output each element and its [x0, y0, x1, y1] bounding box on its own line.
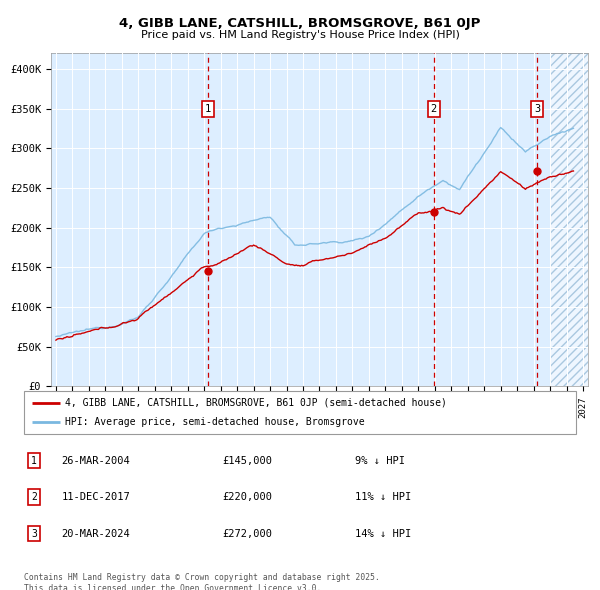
Text: £220,000: £220,000 [223, 492, 273, 502]
Text: Contains HM Land Registry data © Crown copyright and database right 2025.
This d: Contains HM Land Registry data © Crown c… [24, 573, 380, 590]
Text: 3: 3 [534, 104, 541, 114]
Text: 20-MAR-2024: 20-MAR-2024 [62, 529, 130, 539]
Bar [550, 53, 588, 386]
Text: 2: 2 [31, 492, 37, 502]
FancyBboxPatch shape [24, 391, 576, 434]
Text: 26-MAR-2004: 26-MAR-2004 [62, 455, 130, 466]
Text: 4, GIBB LANE, CATSHILL, BROMSGROVE, B61 0JP (semi-detached house): 4, GIBB LANE, CATSHILL, BROMSGROVE, B61 … [65, 398, 447, 408]
Text: 3: 3 [31, 529, 37, 539]
Text: 2: 2 [431, 104, 437, 114]
Text: Price paid vs. HM Land Registry's House Price Index (HPI): Price paid vs. HM Land Registry's House … [140, 30, 460, 40]
Text: HPI: Average price, semi-detached house, Bromsgrove: HPI: Average price, semi-detached house,… [65, 417, 365, 427]
Text: 4, GIBB LANE, CATSHILL, BROMSGROVE, B61 0JP: 4, GIBB LANE, CATSHILL, BROMSGROVE, B61 … [119, 17, 481, 30]
Text: £272,000: £272,000 [223, 529, 273, 539]
Text: 1: 1 [31, 455, 37, 466]
Text: 14% ↓ HPI: 14% ↓ HPI [355, 529, 412, 539]
Text: 9% ↓ HPI: 9% ↓ HPI [355, 455, 405, 466]
Text: 1: 1 [205, 104, 211, 114]
Text: £145,000: £145,000 [223, 455, 273, 466]
Bar [550, 53, 588, 386]
Text: 11% ↓ HPI: 11% ↓ HPI [355, 492, 412, 502]
Text: 11-DEC-2017: 11-DEC-2017 [62, 492, 130, 502]
